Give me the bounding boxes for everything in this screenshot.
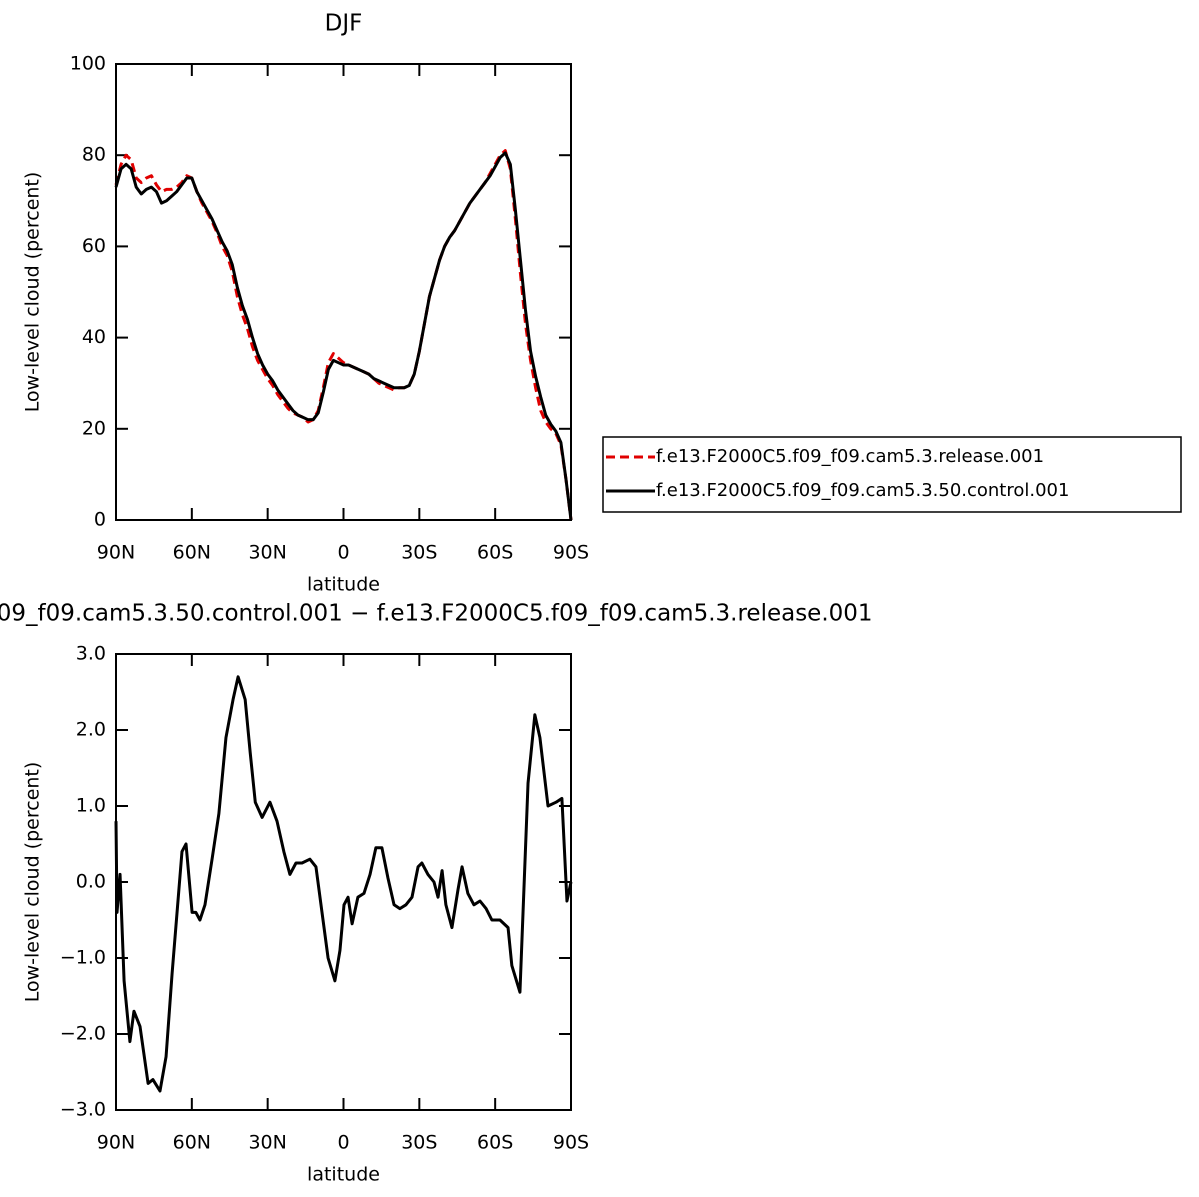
- x-tick-label: 60S: [477, 1132, 513, 1154]
- y-tick-label: 80: [82, 144, 106, 166]
- x-tick-label: 30S: [401, 542, 437, 564]
- x-tick-label: 0: [337, 542, 349, 564]
- y-tick-label: 1.0: [76, 795, 106, 817]
- plot-frame: [115, 653, 572, 1111]
- x-axis-label: latitude: [307, 1164, 380, 1186]
- legend-box: [602, 436, 1182, 513]
- legend-label: f.e13.F2000C5.f09_f09.cam5.3.release.001: [656, 446, 1044, 467]
- x-tick-label: 60N: [173, 1132, 211, 1154]
- y-tick-label: 3.0: [76, 643, 106, 665]
- data-line: [114, 149, 573, 521]
- y-tick-label: 60: [82, 235, 106, 257]
- data-line: [114, 675, 573, 1093]
- x-tick-label: 30S: [401, 1132, 437, 1154]
- y-tick-label: 0: [94, 509, 106, 531]
- chart-title: DJF: [325, 11, 363, 37]
- y-tick-label: −1.0: [60, 947, 106, 969]
- x-axis-label: latitude: [307, 574, 380, 596]
- legend-label: f.e13.F2000C5.f09_f09.cam5.3.50.control.…: [656, 480, 1069, 501]
- y-tick-label: −2.0: [60, 1023, 106, 1045]
- y-axis-label: Low-level cloud (percent): [22, 172, 44, 413]
- x-tick-label: 90N: [97, 542, 135, 564]
- chart-title: f.e13.F2000C5.f09_f09.cam5.3.50.control.…: [0, 601, 873, 627]
- x-tick-label: 60S: [477, 542, 513, 564]
- y-tick-label: 2.0: [76, 719, 106, 741]
- x-tick-label: 90N: [97, 1132, 135, 1154]
- x-tick-label: 90S: [553, 1132, 589, 1154]
- y-tick-label: 40: [82, 326, 106, 348]
- y-tick-label: 100: [70, 53, 106, 75]
- x-tick-label: 60N: [173, 542, 211, 564]
- x-tick-label: 30N: [248, 542, 286, 564]
- x-tick-label: 30N: [248, 1132, 286, 1154]
- x-tick-label: 0: [337, 1132, 349, 1154]
- y-axis-label: Low-level cloud (percent): [22, 762, 44, 1003]
- y-tick-label: 0.0: [76, 871, 106, 893]
- y-tick-label: −3.0: [60, 1099, 106, 1121]
- plot-frame: [115, 63, 572, 521]
- data-line: [114, 151, 573, 521]
- y-tick-label: 20: [82, 417, 106, 439]
- x-tick-label: 90S: [553, 542, 589, 564]
